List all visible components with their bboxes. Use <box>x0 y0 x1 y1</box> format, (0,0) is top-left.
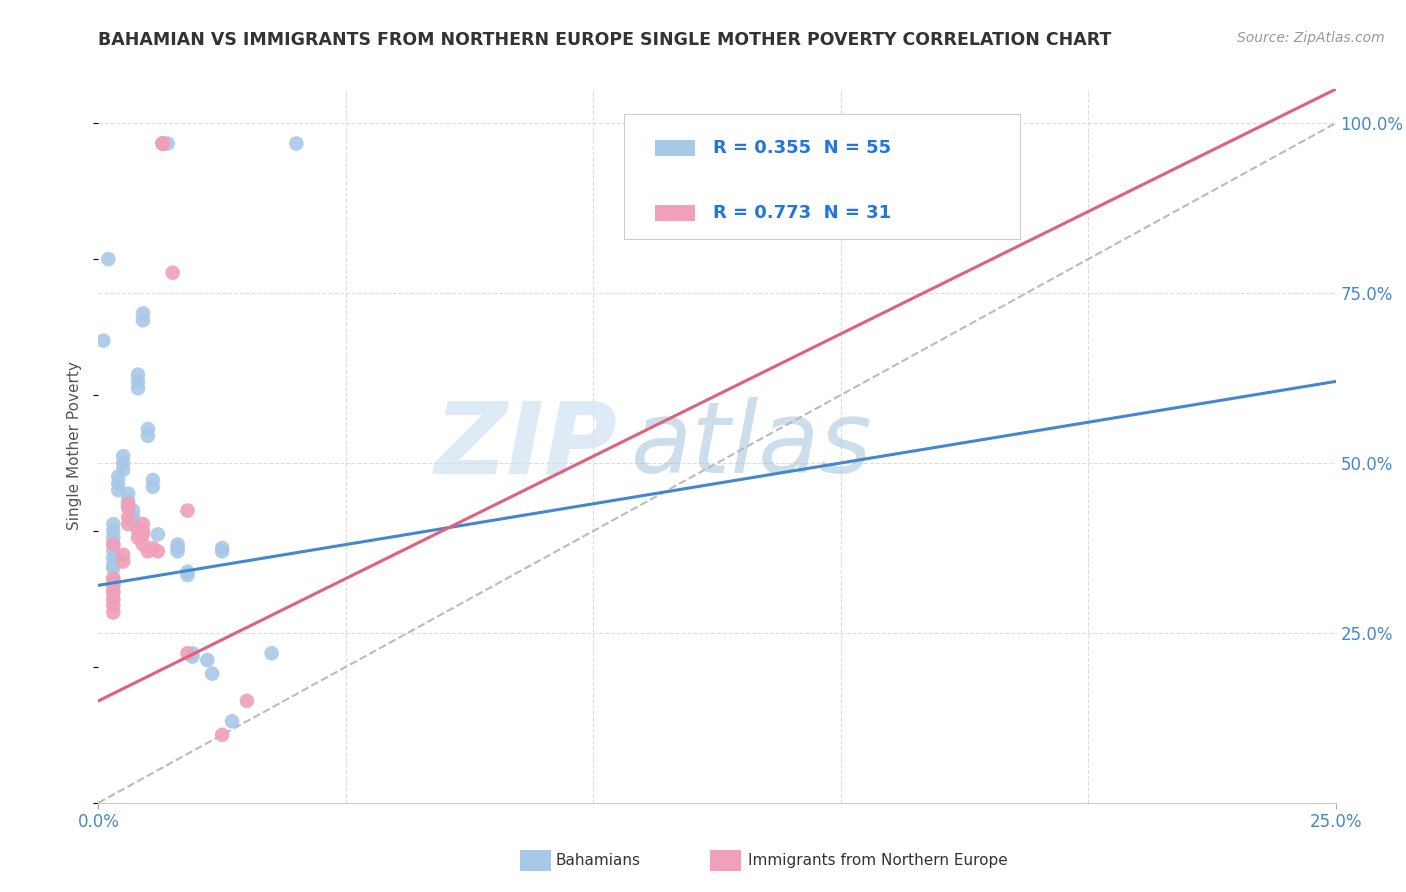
Point <box>122 510 145 524</box>
Point <box>136 422 159 436</box>
Point <box>152 136 174 151</box>
Point <box>146 544 169 558</box>
Text: R = 0.355  N = 55: R = 0.355 N = 55 <box>713 138 891 157</box>
Point <box>152 136 174 151</box>
Point <box>103 537 125 551</box>
Point <box>112 463 135 477</box>
Point <box>855 136 877 151</box>
Text: BAHAMIAN VS IMMIGRANTS FROM NORTHERN EUROPE SINGLE MOTHER POVERTY CORRELATION CH: BAHAMIAN VS IMMIGRANTS FROM NORTHERN EUR… <box>98 31 1112 49</box>
Point <box>103 591 125 606</box>
Point <box>176 503 198 517</box>
Point <box>211 541 233 555</box>
Point <box>103 591 125 606</box>
Point <box>152 136 174 151</box>
Point <box>146 527 169 541</box>
Text: R = 0.773  N = 31: R = 0.773 N = 31 <box>713 204 891 222</box>
Point <box>166 544 188 558</box>
Point <box>97 252 120 266</box>
Point <box>103 578 125 592</box>
Point <box>132 524 155 538</box>
Point <box>211 728 233 742</box>
Point <box>103 544 125 558</box>
Point <box>142 480 165 494</box>
Point <box>117 497 139 511</box>
Point <box>127 375 149 389</box>
Point <box>107 483 129 498</box>
Point <box>132 537 155 551</box>
Point <box>152 136 174 151</box>
Point <box>136 544 159 558</box>
Point <box>117 510 139 524</box>
Point <box>152 136 174 151</box>
Point <box>103 558 125 572</box>
Point <box>103 585 125 599</box>
Point <box>107 469 129 483</box>
Point <box>117 486 139 500</box>
Point <box>176 568 198 582</box>
Point <box>117 500 139 515</box>
Point <box>142 541 165 555</box>
Point <box>103 572 125 586</box>
Point <box>132 306 155 320</box>
Point <box>103 599 125 613</box>
Point <box>162 266 184 280</box>
Point <box>260 646 283 660</box>
Point <box>152 136 174 151</box>
Point <box>103 531 125 545</box>
Point <box>103 537 125 551</box>
Point <box>181 646 204 660</box>
Point <box>117 493 139 508</box>
Point <box>142 473 165 487</box>
Point <box>122 514 145 528</box>
Point <box>176 565 198 579</box>
Point <box>127 531 149 545</box>
FancyBboxPatch shape <box>624 114 1021 239</box>
Point <box>107 476 129 491</box>
Point <box>103 578 125 592</box>
Point <box>112 456 135 470</box>
Point <box>117 517 139 532</box>
Point <box>103 585 125 599</box>
Point <box>127 524 149 538</box>
Point <box>166 541 188 555</box>
Point <box>112 449 135 463</box>
Point <box>103 606 125 620</box>
Point <box>201 666 224 681</box>
Text: Bahamians: Bahamians <box>555 854 640 868</box>
FancyBboxPatch shape <box>655 139 695 155</box>
Point <box>103 517 125 532</box>
FancyBboxPatch shape <box>655 205 695 221</box>
Point <box>166 537 188 551</box>
Point <box>103 551 125 566</box>
Point <box>132 313 155 327</box>
Text: Immigrants from Northern Europe: Immigrants from Northern Europe <box>748 854 1008 868</box>
Point <box>136 429 159 443</box>
Point <box>103 524 125 538</box>
Point <box>103 561 125 575</box>
Point <box>156 136 179 151</box>
Point <box>112 555 135 569</box>
Point <box>195 653 218 667</box>
Point <box>236 694 259 708</box>
Y-axis label: Single Mother Poverty: Single Mother Poverty <box>67 361 83 531</box>
Point <box>132 527 155 541</box>
Point <box>132 517 155 532</box>
Point <box>285 136 308 151</box>
Point <box>127 368 149 382</box>
Point <box>122 503 145 517</box>
Point <box>152 136 174 151</box>
Point <box>181 649 204 664</box>
Point <box>127 381 149 395</box>
Point <box>103 572 125 586</box>
Text: atlas: atlas <box>630 398 872 494</box>
Point <box>211 544 233 558</box>
Point <box>221 714 243 729</box>
Point <box>117 500 139 515</box>
Point <box>93 334 115 348</box>
Point <box>112 548 135 562</box>
Point <box>176 646 198 660</box>
Text: Source: ZipAtlas.com: Source: ZipAtlas.com <box>1237 31 1385 45</box>
Text: ZIP: ZIP <box>434 398 619 494</box>
